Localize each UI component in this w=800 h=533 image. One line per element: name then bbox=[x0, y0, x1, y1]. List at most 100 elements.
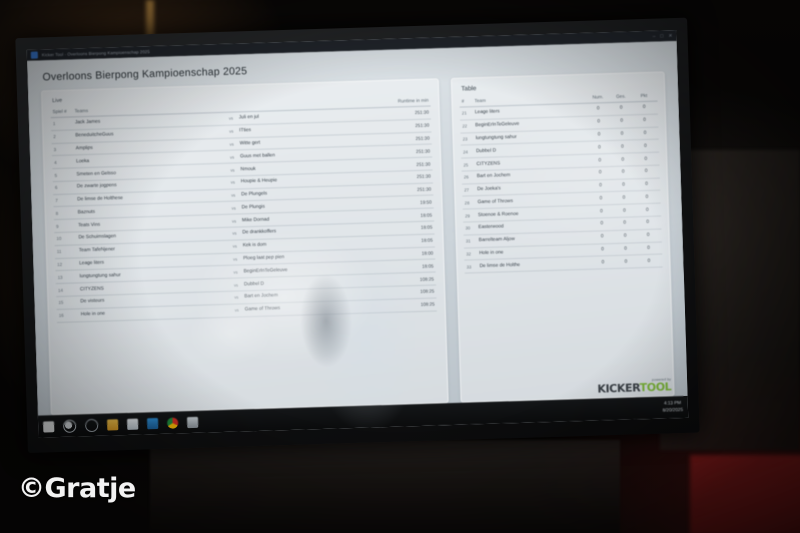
team-two: Juli en jul bbox=[238, 115, 259, 121]
start-icon[interactable] bbox=[43, 420, 55, 433]
maximize-button[interactable]: □ bbox=[660, 32, 664, 39]
team-one: De limse de Holthese bbox=[77, 196, 123, 203]
rank-value: 26 bbox=[463, 174, 469, 180]
match-number: 3 bbox=[53, 146, 57, 153]
pkt-value: 0 bbox=[645, 182, 648, 188]
ges-value: 0 bbox=[622, 208, 626, 214]
ges-value: 0 bbox=[622, 182, 626, 188]
team-name: Stoenoe & Roenoe bbox=[477, 211, 519, 218]
match-number: 7 bbox=[55, 198, 58, 204]
standings-list: 21 Leage liters 0 0 0 22 BeginErInTeGeleuve 0 0 0… bbox=[459, 101, 663, 274]
num-value: 0 bbox=[597, 119, 601, 125]
vs-label: vs bbox=[228, 115, 234, 122]
app-body: Overloons Bierpong Kampioenschap 2025 Li… bbox=[27, 40, 688, 416]
team-one: Baznuts bbox=[77, 209, 96, 216]
header-runtime: Runtime in min bbox=[397, 97, 429, 104]
file-explorer-icon[interactable] bbox=[107, 418, 119, 431]
pkt-value: 0 bbox=[646, 220, 650, 226]
cortana-icon[interactable] bbox=[84, 418, 99, 432]
team-name: Barrelteam Aljow bbox=[478, 237, 515, 244]
team-name: Dubbel D bbox=[475, 148, 497, 154]
match-number: 1 bbox=[52, 121, 56, 127]
match-number: 5 bbox=[54, 172, 58, 178]
num-value: 0 bbox=[598, 170, 602, 176]
minimize-button[interactable]: – bbox=[652, 33, 656, 40]
window-controls: – □ ✕ bbox=[652, 33, 672, 40]
vs-label: vs bbox=[230, 179, 236, 185]
runtime-value: 19:50 bbox=[420, 199, 432, 205]
team-two: De drankkoffers bbox=[242, 229, 277, 236]
content-columns: Live Spiel # Teams Runtime in min 1 Jack … bbox=[40, 71, 675, 416]
team-two: De Plungels bbox=[241, 191, 268, 198]
app-icon[interactable] bbox=[186, 416, 199, 428]
ges-value: 0 bbox=[624, 246, 627, 252]
pkt-value: 0 bbox=[645, 194, 649, 200]
vs-label: vs bbox=[233, 256, 238, 262]
chrome-icon[interactable] bbox=[166, 416, 179, 429]
mail-icon[interactable] bbox=[146, 417, 159, 429]
store-icon[interactable] bbox=[126, 418, 139, 430]
header-pkt: Pkt bbox=[640, 92, 648, 99]
team-one: Jack James bbox=[74, 120, 101, 126]
match-number: 4 bbox=[54, 159, 57, 165]
kickertool-logo: powered by KICKERTOOL bbox=[597, 377, 671, 396]
runtime-value: 251:30 bbox=[417, 186, 432, 193]
app-icon bbox=[30, 51, 38, 59]
team-one: De Schuimslagen bbox=[78, 234, 117, 241]
team-name: Bart en Jochem bbox=[476, 173, 511, 180]
team-one: Smeten en Gelsso bbox=[76, 170, 117, 177]
match-number: 2 bbox=[53, 134, 56, 140]
runtime-value: 108:25 bbox=[420, 301, 435, 308]
pkt-value: 0 bbox=[643, 130, 647, 137]
header-teams: Teams bbox=[74, 108, 89, 114]
team-one: Teats Vins bbox=[77, 222, 101, 229]
ges-value: 0 bbox=[620, 118, 624, 124]
num-value: 0 bbox=[600, 221, 604, 227]
pkt-value: 0 bbox=[647, 258, 651, 264]
runtime-value: 18:05 bbox=[420, 224, 433, 231]
close-button[interactable]: ✕ bbox=[668, 32, 673, 39]
header-spiel: Spiel # bbox=[52, 108, 67, 115]
standings-title: Table bbox=[461, 85, 477, 93]
pkt-value: 0 bbox=[644, 143, 647, 149]
header-ges: Ges. bbox=[615, 93, 626, 99]
watermark: ©Gratje bbox=[18, 473, 136, 504]
vs-label: vs bbox=[231, 192, 236, 198]
rank-value: 24 bbox=[462, 149, 468, 155]
ges-value: 0 bbox=[621, 144, 624, 150]
match-number: 15 bbox=[58, 300, 64, 306]
team-name: De Joeka's bbox=[477, 186, 501, 193]
taskbar-clock[interactable]: 4:13 PM 8/20/2025 bbox=[662, 400, 683, 414]
match-number: 6 bbox=[54, 185, 58, 191]
vs-label: vs bbox=[231, 218, 237, 224]
ges-value: 0 bbox=[623, 221, 627, 227]
num-value: 0 bbox=[596, 106, 600, 112]
team-two: Nmouk bbox=[240, 166, 256, 172]
num-value: 0 bbox=[598, 145, 601, 151]
runtime-value: 18:05 bbox=[421, 263, 434, 269]
runtime-value: 18:00 bbox=[421, 250, 434, 256]
team-two: Game of Throws bbox=[244, 306, 281, 313]
rank-value: 25 bbox=[463, 161, 469, 168]
team-name: Leage liters bbox=[474, 109, 500, 116]
standings-panel: Table # Team Num. Ges. Pkt 21 Leage liter… bbox=[450, 71, 675, 403]
team-name: lungtungtung sahur bbox=[475, 134, 517, 142]
num-value: 0 bbox=[599, 208, 603, 215]
team-two: Witte gert bbox=[239, 140, 261, 147]
team-one: CITYZENS bbox=[79, 286, 104, 292]
search-icon[interactable] bbox=[62, 419, 77, 433]
pkt-value: 0 bbox=[645, 207, 649, 213]
clock-date: 8/20/2025 bbox=[662, 406, 684, 413]
pkt-value: 0 bbox=[646, 233, 650, 239]
team-one: Team TafeNjener bbox=[78, 247, 116, 254]
header-num: Num. bbox=[592, 94, 604, 100]
screen: Kicker Tool - Overloons Bierpong Kampioe… bbox=[26, 30, 689, 438]
red-cloth bbox=[690, 455, 800, 533]
team-two: BeginErInTeGeleuve bbox=[243, 267, 288, 275]
team-name: Hole in one bbox=[479, 250, 504, 257]
runtime-value: 251:30 bbox=[415, 135, 430, 141]
brand-name-dark: KICKER bbox=[597, 381, 640, 396]
num-value: 0 bbox=[600, 234, 604, 240]
header-rank: # bbox=[461, 98, 465, 104]
